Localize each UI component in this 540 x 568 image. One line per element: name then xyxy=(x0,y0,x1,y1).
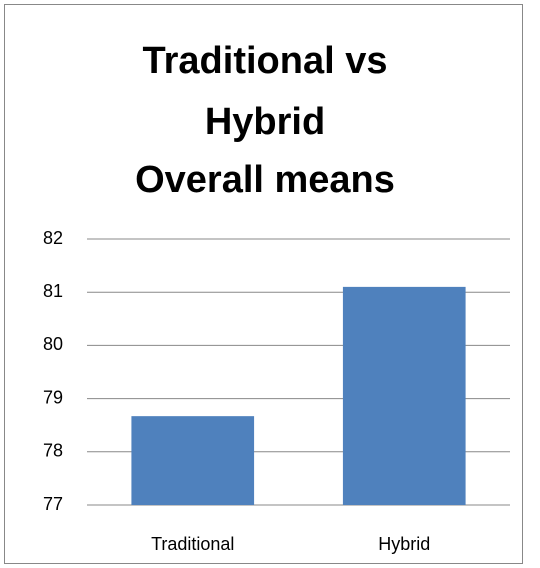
x-tick-label: Hybrid xyxy=(378,534,430,554)
y-tick-label: 80 xyxy=(43,334,63,354)
chart-title: Hybrid xyxy=(205,101,325,143)
bar xyxy=(342,286,466,505)
chart-title: Overall means xyxy=(135,159,395,201)
y-tick-label: 81 xyxy=(43,281,63,301)
x-tick-label: Traditional xyxy=(151,534,234,554)
bar xyxy=(131,416,255,505)
y-tick-label: 79 xyxy=(43,387,63,407)
y-tick-label: 78 xyxy=(43,441,63,461)
y-tick-label: 82 xyxy=(43,228,63,248)
chart-title: Traditional vs xyxy=(143,40,388,82)
y-tick-label: 77 xyxy=(43,494,63,514)
